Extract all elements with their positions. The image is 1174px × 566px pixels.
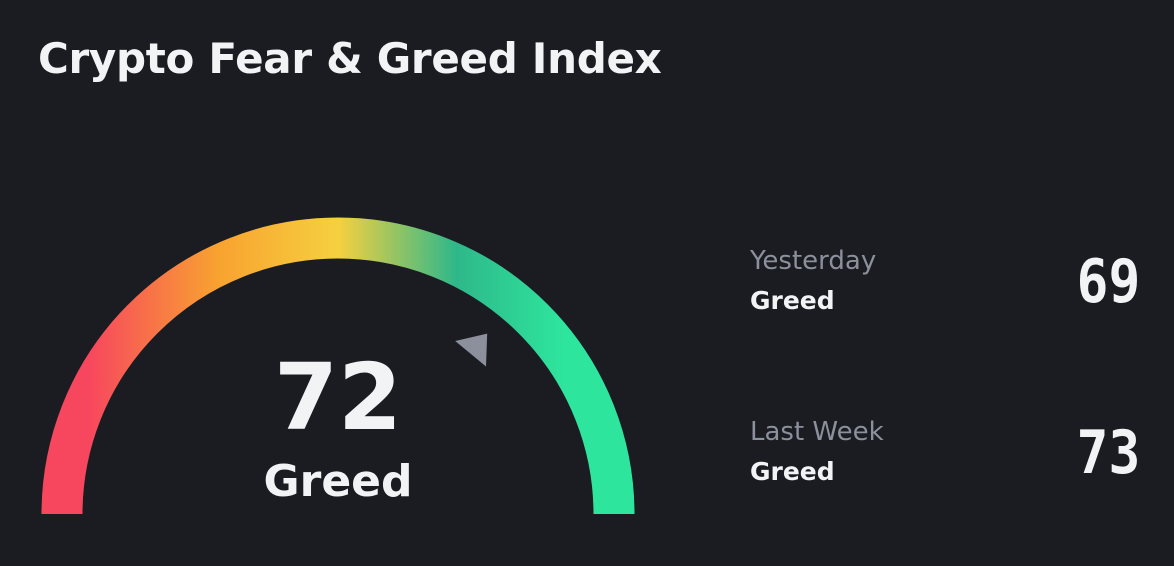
history-row-yesterday: Yesterday Greed 69 [750, 246, 1142, 316]
history-status: Greed [750, 457, 835, 486]
index-value: 72 [273, 344, 403, 451]
history-value: 73 [1076, 418, 1140, 488]
fear-greed-gauge [41, 217, 635, 515]
history-value: 69 [1076, 247, 1140, 317]
gauge-arc [41, 217, 635, 515]
history-period: Yesterday [750, 246, 877, 276]
page-title: Crypto Fear & Greed Index [38, 34, 662, 83]
history-row-last-week: Last Week Greed 73 [750, 417, 1142, 487]
gauge-pointer [455, 333, 488, 367]
history-period: Last Week [750, 417, 884, 447]
history-status: Greed [750, 286, 835, 315]
index-status: Greed [263, 456, 413, 507]
